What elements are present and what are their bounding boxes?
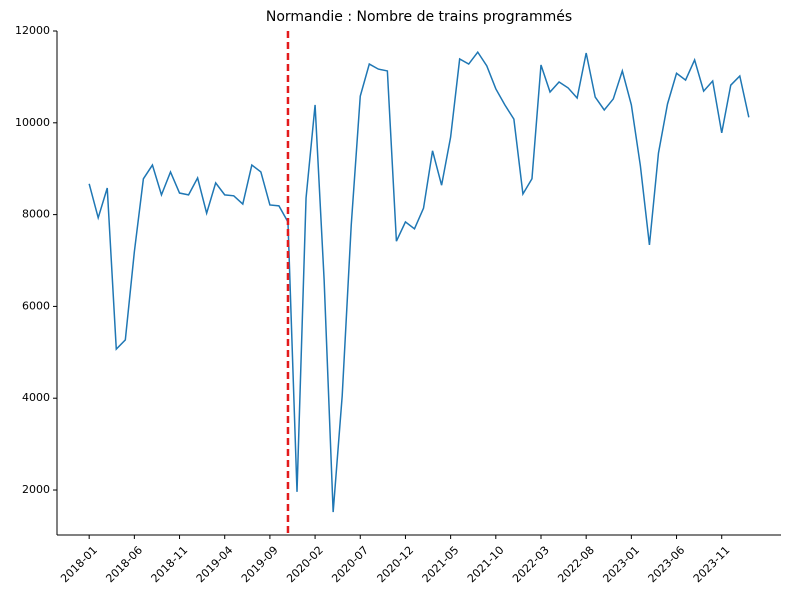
x-tick-label: 2023-06: [646, 544, 688, 586]
y-tick-label: 10000: [15, 116, 50, 129]
chart-title: Normandie : Nombre de trains programmés: [266, 9, 572, 25]
y-tick-label: 12000: [15, 24, 50, 37]
x-tick-label: 2018-01: [58, 544, 100, 586]
x-tick-label: 2019-09: [239, 544, 281, 586]
x-tick-label: 2019-04: [194, 544, 236, 586]
y-tick-label: 4000: [22, 391, 50, 404]
x-tick-label: 2020-12: [375, 544, 417, 586]
x-tick-label: 2022-03: [510, 544, 552, 586]
x-tick-label: 2018-06: [103, 544, 145, 586]
x-tick-label: 2021-05: [420, 544, 462, 586]
x-tick-label: 2020-07: [329, 544, 371, 586]
line: [88, 50, 750, 513]
x-tick-label: 2021-10: [465, 544, 507, 586]
x-tick-label: 2023-11: [691, 544, 733, 586]
y-tick-label: 8000: [22, 208, 50, 221]
x-tick-label: 2018-11: [149, 544, 191, 586]
y-tick-label: 2000: [22, 483, 50, 496]
y-tick-label: 6000: [22, 299, 50, 312]
x-tick-label: 2022-08: [555, 544, 597, 586]
x-tick-label: 2020-02: [284, 544, 326, 586]
x-tick-label: 2023-01: [600, 544, 642, 586]
